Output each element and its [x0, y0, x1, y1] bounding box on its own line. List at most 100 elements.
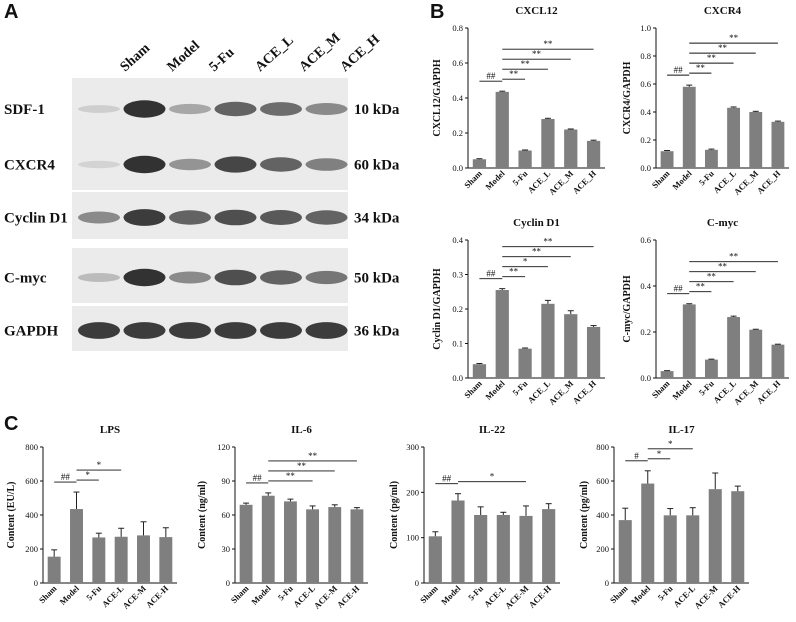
bar-5-fu: [704, 359, 718, 378]
bar-model: [495, 290, 509, 378]
y-tick-label: 0: [226, 578, 230, 588]
x-tick-label-model: Model: [57, 583, 81, 607]
bar-ace-l: [114, 536, 128, 583]
y-axis-label: Cyclin D1/GAPDH: [432, 268, 443, 350]
x-tick-label-ace-h: ACE-H: [335, 583, 362, 610]
bar-sham: [660, 151, 674, 168]
y-tick-label: 1.0: [640, 23, 651, 33]
bar-ace-m: [564, 314, 578, 378]
y-tick-label: 0.0: [452, 163, 463, 173]
significance-label: ##: [442, 474, 452, 484]
significance-label: **: [696, 282, 706, 292]
significance-label: *: [97, 460, 102, 470]
lane-label-ace-m: ACE_M: [297, 31, 344, 75]
x-tick-label-5-fu: 5-Fu: [510, 378, 529, 397]
band-cyclin-d1-ace-h: [305, 210, 348, 225]
bar-ace-h: [771, 121, 785, 168]
x-tick-label-5-fu: 5-Fu: [697, 168, 716, 187]
x-tick-label-ace-h: ACE_H: [755, 378, 783, 406]
significance-label: **: [297, 461, 307, 471]
y-tick-label: 0: [415, 578, 419, 588]
significance-label: **: [509, 267, 519, 277]
x-tick-label-ace-h: ACE-H: [144, 583, 171, 610]
significance-label: *: [490, 472, 495, 482]
y-tick-label: 120: [217, 442, 230, 452]
y-tick-label: 0.8: [452, 23, 463, 33]
y-tick-label: 90: [222, 476, 231, 486]
size-label-c-myc: 50 kDa: [354, 271, 400, 287]
bar-ace-h: [731, 491, 745, 583]
x-tick-label-sham: Sham: [462, 378, 484, 400]
band-c-myc-5-fu: [169, 271, 211, 284]
x-tick-label-5-fu: 5-Fu: [276, 583, 295, 602]
band-cyclin-d1-ace-l: [214, 209, 257, 226]
chart-title: C-myc: [707, 217, 738, 229]
band-c-myc-ace-h: [305, 270, 348, 285]
x-tick-label-model: Model: [439, 583, 463, 607]
bar-sham: [618, 520, 632, 583]
chart-cxcl12: CXCL12 0.0 0.2 0.4 0.6 0.8 CXCL12/GAPDH Sham Mod…: [432, 5, 605, 197]
x-tick-label-ace-m: ACE_M: [732, 378, 760, 406]
y-tick-label: 600: [25, 476, 38, 486]
bar-ace-l: [496, 515, 510, 583]
bar-5-fu: [518, 348, 532, 378]
band-cyclin-d1-5-fu: [169, 210, 211, 225]
x-tick-label-model: Model: [249, 583, 273, 607]
band-gapdh-model: [123, 322, 166, 339]
band-sdf-1-ace-l: [214, 101, 257, 117]
bar-ace-l: [306, 509, 320, 583]
y-tick-label: 0.6: [452, 58, 463, 68]
x-tick-label-ace-m: ACE-M: [692, 583, 719, 610]
y-tick-label: 30: [222, 544, 231, 554]
y-tick-label: 0.2: [640, 135, 651, 145]
significance-label: **: [707, 53, 717, 63]
significance-label: **: [509, 69, 519, 79]
significance-label: **: [521, 59, 531, 69]
band-cxcr4-ace-m: [260, 157, 302, 172]
y-tick-label: 0.2: [640, 327, 651, 337]
bar-sham: [472, 159, 487, 168]
band-sdf-1-model: [123, 100, 166, 118]
band-cxcr4-sham: [78, 160, 120, 169]
x-tick-label-5-fu: 5-Fu: [656, 583, 675, 602]
y-tick-label: 0.4: [452, 93, 463, 103]
y-tick-label: 0: [34, 578, 38, 588]
x-tick-label-model: Model: [670, 378, 694, 402]
x-tick-label-5-fu: 5-Fu: [510, 168, 529, 187]
chart-title: IL-22: [479, 424, 506, 436]
significance-label: *: [523, 257, 528, 267]
chart-title: CXCR4: [704, 5, 742, 17]
bar-5-fu: [283, 501, 297, 583]
bar-model: [261, 495, 275, 583]
y-tick-label: 200: [596, 544, 609, 554]
bar-5-fu: [474, 515, 488, 583]
bar-model: [641, 483, 655, 583]
band-sdf-1-ace-m: [260, 102, 302, 116]
x-tick-label-sham: Sham: [229, 583, 251, 605]
protein-label-sdf-1: SDF-1: [4, 102, 45, 118]
significance-label: **: [286, 471, 296, 481]
band-sdf-1-sham: [78, 105, 120, 113]
y-tick-label: 0.4: [640, 107, 651, 117]
bar-model: [70, 509, 83, 583]
y-tick-label: 400: [25, 510, 38, 520]
chart-cyclin-d1: Cyclin D1 0.0 0.1 0.2 0.3 0.4 Cyclin D1/GAPDH S…: [432, 217, 605, 407]
protein-label-gapdh: GAPDH: [4, 324, 58, 340]
x-tick-label-model: Model: [670, 168, 694, 192]
protein-label-cxcr4: CXCR4: [4, 158, 55, 174]
size-label-sdf-1: 10 kDa: [354, 102, 400, 118]
significance-label: #: [634, 451, 639, 461]
significance-label: **: [543, 39, 553, 49]
y-tick-label: 600: [596, 476, 609, 486]
y-tick-label: 0.8: [640, 51, 651, 61]
bar-model: [682, 86, 696, 168]
y-tick-label: 0: [605, 578, 609, 588]
bar-ace-h: [771, 344, 785, 378]
x-tick-label-model: Model: [629, 583, 653, 607]
lane-label-5-fu: 5-Fu: [207, 45, 238, 75]
blot-strip-cxcr4: [72, 135, 348, 190]
size-label-cyclin-d1: 34 kDa: [354, 211, 400, 227]
x-tick-label-sham: Sham: [462, 168, 484, 190]
